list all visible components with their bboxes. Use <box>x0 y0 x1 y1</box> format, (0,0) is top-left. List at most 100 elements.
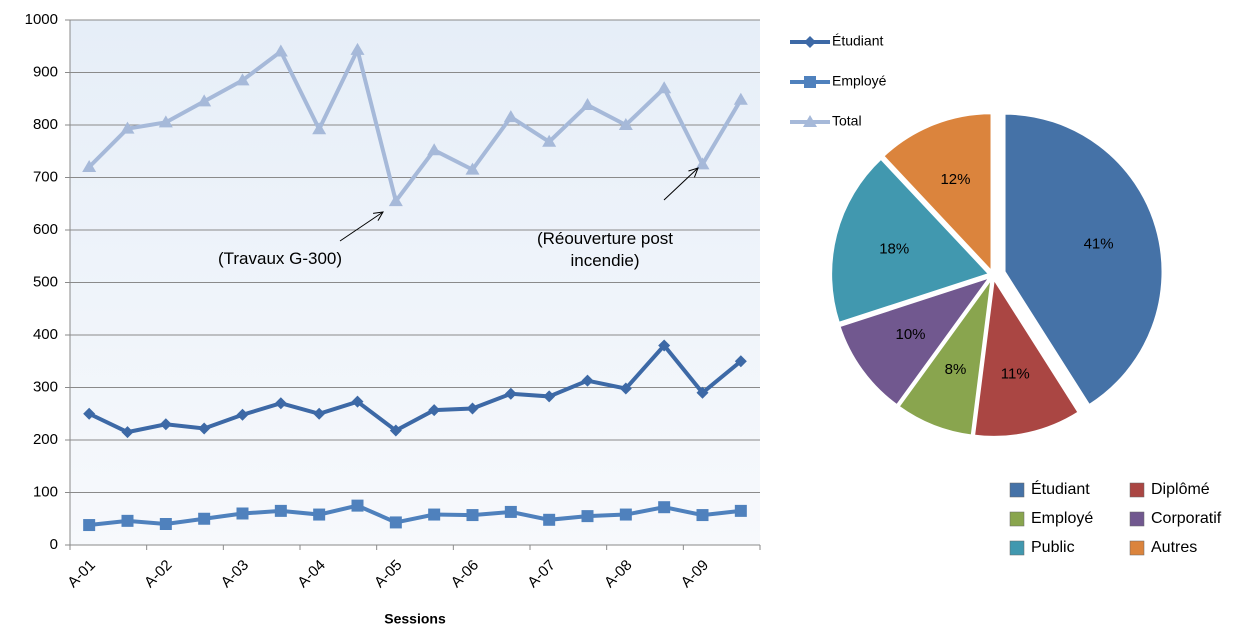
marker <box>313 508 326 521</box>
x-tick-label: A-09 <box>678 557 712 591</box>
marker <box>121 514 134 527</box>
legend-label: Public <box>1031 539 1075 556</box>
pie-slice <box>1003 112 1164 407</box>
pie-label: 8% <box>945 361 967 378</box>
marker <box>734 355 747 368</box>
series-line <box>88 342 743 435</box>
marker <box>120 121 135 134</box>
legend-swatch <box>1129 540 1145 556</box>
marker <box>350 42 365 55</box>
annotation: (Travaux G-300) <box>217 249 343 268</box>
marker <box>695 157 710 170</box>
annotation-arrow <box>339 211 384 242</box>
legend-swatch <box>1129 482 1145 498</box>
marker <box>351 395 364 408</box>
marker <box>804 76 816 88</box>
pie-slice <box>972 276 1080 438</box>
y-tick-label: 600 <box>33 221 58 238</box>
pie-label: 18% <box>879 241 909 258</box>
marker <box>198 512 211 525</box>
series-line <box>88 503 742 528</box>
marker <box>658 501 671 514</box>
pie-label: 10% <box>895 326 925 343</box>
marker <box>803 115 817 127</box>
x-tick-label: A-07 <box>524 557 558 591</box>
marker <box>428 404 441 417</box>
y-tick-label: 300 <box>33 378 58 395</box>
legend-swatch <box>1009 540 1025 556</box>
pie-label: 12% <box>940 171 970 188</box>
marker <box>581 374 594 387</box>
marker <box>733 92 748 105</box>
marker <box>734 504 747 517</box>
x-tick-label: A-06 <box>448 557 482 591</box>
marker <box>121 426 134 439</box>
annotation-arrowhead <box>373 211 384 221</box>
marker <box>198 422 211 435</box>
y-tick-label: 500 <box>33 273 58 290</box>
marker <box>542 134 557 147</box>
x-tick-label: A-05 <box>371 557 405 591</box>
marker <box>313 407 326 420</box>
marker <box>389 424 402 437</box>
marker <box>197 94 212 107</box>
marker <box>159 518 172 530</box>
marker <box>236 408 249 421</box>
x-tick-label: A-04 <box>294 557 328 591</box>
marker <box>580 98 595 111</box>
marker <box>696 509 709 522</box>
marker <box>235 73 250 86</box>
marker <box>158 115 173 128</box>
marker <box>273 44 288 57</box>
marker <box>804 36 816 48</box>
marker <box>236 507 249 520</box>
marker <box>657 81 672 94</box>
marker <box>312 122 327 135</box>
y-tick-label: 900 <box>33 63 58 80</box>
x-axis-label: Sessions <box>384 611 446 627</box>
y-tick-label: 100 <box>33 483 58 500</box>
legend-swatch <box>1009 482 1025 498</box>
annotation-arrow <box>663 167 699 201</box>
x-tick-label: A-08 <box>601 557 635 591</box>
series-line <box>87 44 743 206</box>
marker <box>274 504 287 517</box>
marker <box>428 508 441 521</box>
marker <box>619 508 632 521</box>
marker <box>466 509 479 522</box>
pie-label: 11% <box>1001 365 1030 382</box>
pie-slice <box>881 112 993 274</box>
legend-label: Employé <box>1031 510 1093 527</box>
x-tick-label: A-02 <box>141 557 175 591</box>
marker <box>82 160 97 172</box>
marker <box>351 499 364 512</box>
pie-slice <box>838 275 993 407</box>
y-tick-label: 700 <box>33 168 58 185</box>
marker <box>543 390 556 403</box>
legend-label: Corporatif <box>1151 510 1222 527</box>
y-tick-label: 400 <box>33 326 58 343</box>
marker <box>619 382 632 395</box>
marker <box>658 339 671 352</box>
y-tick-label: 800 <box>33 116 58 133</box>
legend-label: Total <box>832 113 862 129</box>
marker <box>83 519 96 532</box>
x-tick-label: A-01 <box>64 557 98 591</box>
legend-swatch <box>1009 511 1025 527</box>
annotation-arrowhead <box>688 167 699 178</box>
marker <box>274 397 287 410</box>
pie-slice <box>897 278 993 437</box>
marker <box>83 407 96 420</box>
marker <box>543 513 556 526</box>
x-tick-label: A-03 <box>218 557 252 591</box>
marker <box>581 510 594 523</box>
annotation: (Réouverture post incendie) <box>536 229 674 270</box>
legend-label: Diplômé <box>1151 481 1210 498</box>
legend-label: Autres <box>1151 539 1197 556</box>
marker <box>465 162 480 175</box>
y-tick-label: 200 <box>33 431 58 448</box>
legend-label: Employé <box>832 73 887 89</box>
pie-label: 41% <box>1084 235 1114 252</box>
marker <box>696 386 709 399</box>
